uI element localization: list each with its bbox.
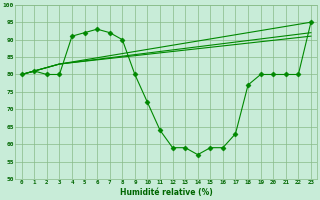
- X-axis label: Humidité relative (%): Humidité relative (%): [120, 188, 213, 197]
